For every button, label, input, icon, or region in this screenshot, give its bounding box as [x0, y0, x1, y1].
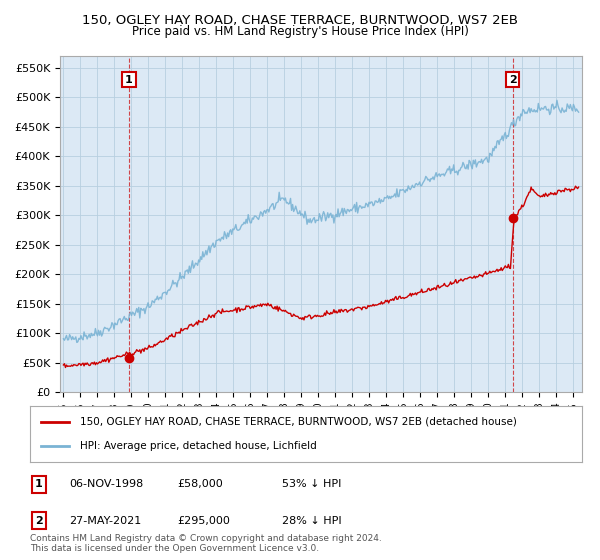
Text: HPI: Average price, detached house, Lichfield: HPI: Average price, detached house, Lich…: [80, 441, 316, 451]
Text: £58,000: £58,000: [177, 479, 223, 489]
Text: Contains HM Land Registry data © Crown copyright and database right 2024.
This d: Contains HM Land Registry data © Crown c…: [30, 534, 382, 553]
Text: 27-MAY-2021: 27-MAY-2021: [69, 516, 141, 526]
Text: 150, OGLEY HAY ROAD, CHASE TERRACE, BURNTWOOD, WS7 2EB: 150, OGLEY HAY ROAD, CHASE TERRACE, BURN…: [82, 14, 518, 27]
Text: 28% ↓ HPI: 28% ↓ HPI: [282, 516, 341, 526]
Text: 150, OGLEY HAY ROAD, CHASE TERRACE, BURNTWOOD, WS7 2EB (detached house): 150, OGLEY HAY ROAD, CHASE TERRACE, BURN…: [80, 417, 517, 427]
Text: 2: 2: [509, 74, 517, 85]
Text: 53% ↓ HPI: 53% ↓ HPI: [282, 479, 341, 489]
Text: 06-NOV-1998: 06-NOV-1998: [69, 479, 143, 489]
Text: Price paid vs. HM Land Registry's House Price Index (HPI): Price paid vs. HM Land Registry's House …: [131, 25, 469, 38]
Text: 2: 2: [35, 516, 43, 526]
Text: 1: 1: [35, 479, 43, 489]
Text: 1: 1: [125, 74, 133, 85]
Text: £295,000: £295,000: [177, 516, 230, 526]
